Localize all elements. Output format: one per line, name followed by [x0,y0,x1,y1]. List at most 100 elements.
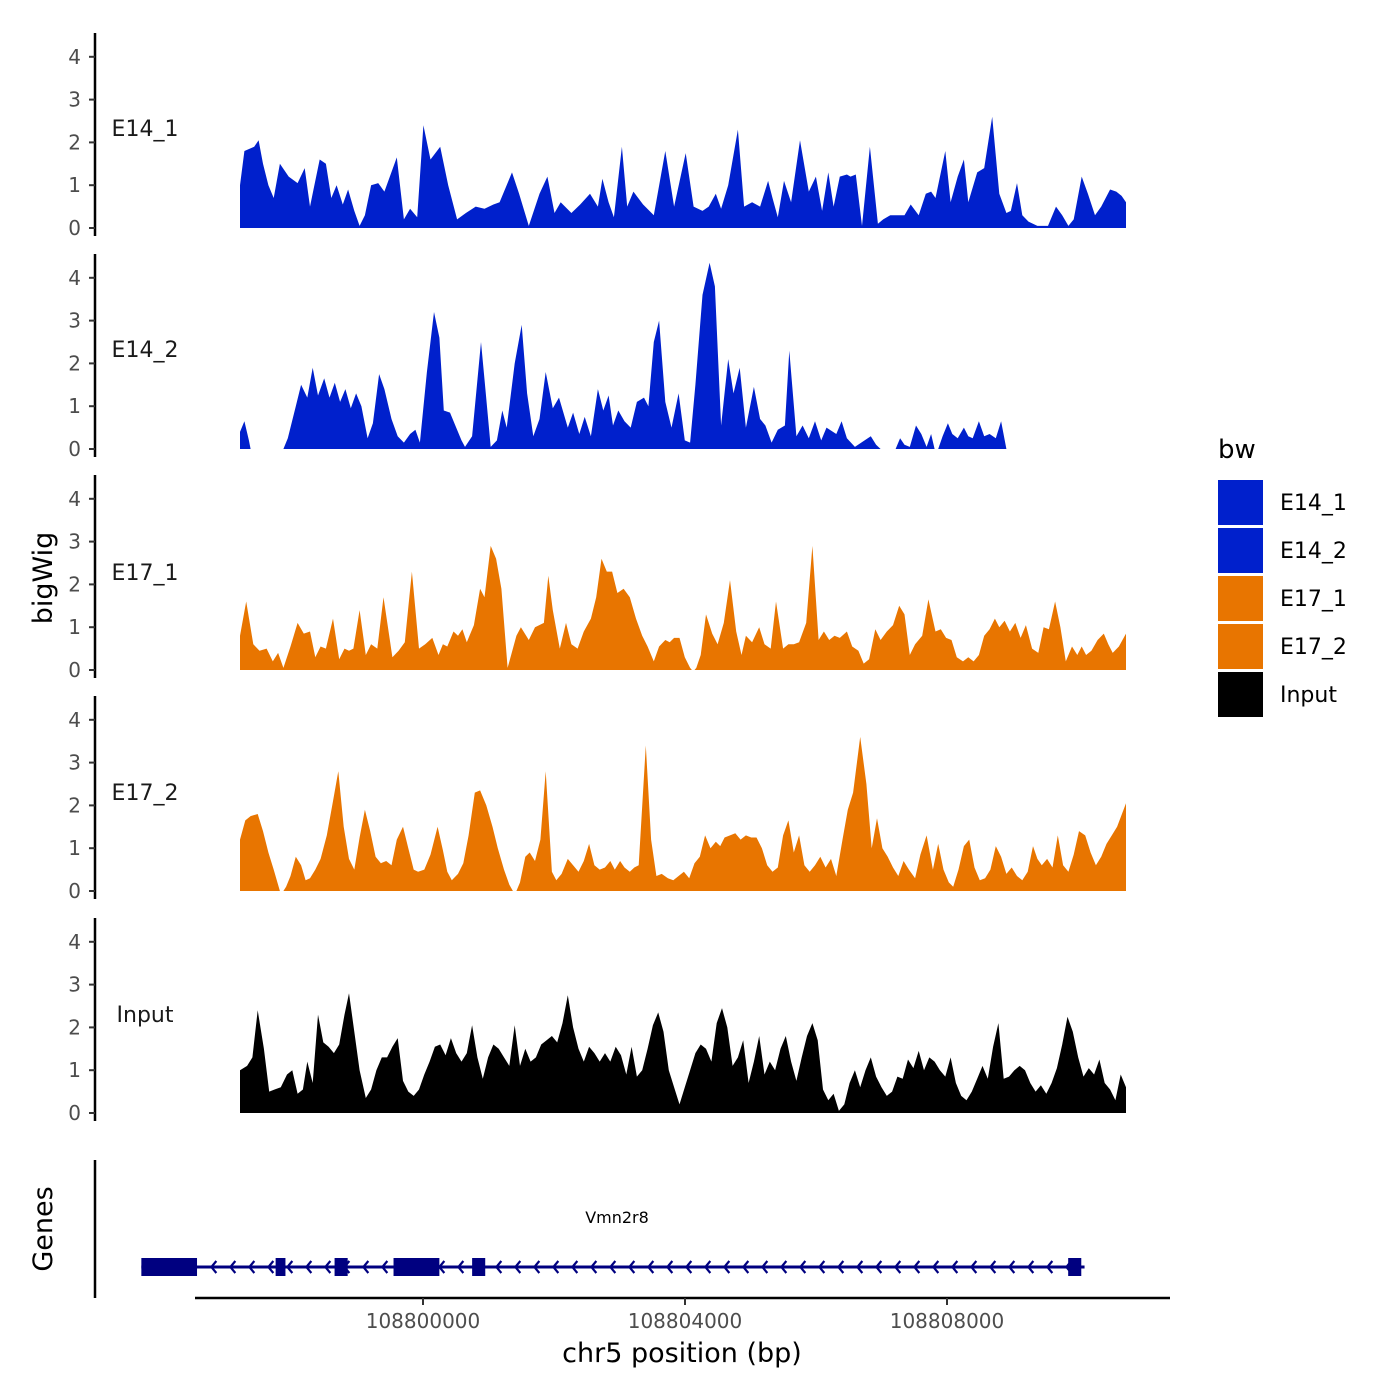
y-tick-label: 2 [68,793,81,817]
strand-arrow [988,1260,997,1274]
strand-arrow [1045,1260,1054,1274]
gene-exon [141,1258,198,1276]
y-axis-title: bigWig [28,532,59,625]
strand-arrow [722,1260,731,1274]
legend-item-e17_2: E17_2 [1218,624,1347,669]
y-tick-label: 2 [68,130,81,154]
legend-label: E14_1 [1280,491,1347,516]
strand-arrow [551,1260,560,1274]
strand-arrow [760,1260,769,1274]
strand-arrow [703,1260,712,1274]
strand-arrow [532,1260,541,1274]
strand-arrow [266,1260,275,1274]
gene-exon [393,1258,440,1276]
y-tick-label: 1 [68,615,81,639]
strand-arrow [456,1260,465,1274]
legend-label: E14_2 [1280,539,1347,564]
track-label: E14_1 [112,117,179,142]
y-tick-label: 3 [68,530,81,554]
strand-arrow [361,1260,370,1274]
strand-arrow [931,1260,940,1274]
legend-item-e14_1: E14_1 [1218,480,1347,525]
y-tick-label: 1 [68,394,81,418]
signal-area-e14_2 [240,262,1009,449]
y-tick-label: 2 [68,1015,81,1039]
track-label: E17_1 [112,561,179,586]
legend-label: E17_2 [1280,635,1347,660]
x-axis: 108800000 108804000 108808000 [195,1296,1170,1333]
track-e17_1: 0 1 2 3 4 E17_1 [68,475,1126,682]
x-tick-label: 108808000 [890,1309,1005,1333]
y-tick-label: 3 [68,309,81,333]
y-tick-label: 4 [68,45,81,69]
strand-arrow [304,1260,313,1274]
y-tick-label: 4 [68,487,81,511]
strand-arrow [513,1260,522,1274]
signal-area-e17_2 [240,736,1126,891]
track-label: E17_2 [112,781,179,806]
legend-swatch [1218,528,1263,573]
legend-title: bw [1218,435,1256,465]
track-input: 0 1 2 3 4 Input [68,918,1126,1125]
strand-arrow [665,1260,674,1274]
x-tick-label: 108804000 [628,1309,743,1333]
strand-arrow [817,1260,826,1274]
strand-arrow [741,1260,750,1274]
y-tick-label: 3 [68,973,81,997]
strand-arrow [646,1260,655,1274]
strand-arrow [247,1260,256,1274]
legend-label: Input [1280,683,1337,708]
gene-exon [1068,1258,1082,1276]
strand-arrow [608,1260,617,1274]
gene-panel: Vmn2r8 [93,1160,1085,1298]
y-tick-label: 0 [68,658,81,682]
gene-exon [275,1258,286,1276]
y-tick-label: 0 [68,1101,81,1125]
strand-arrow [798,1260,807,1274]
legend-item-e17_1: E17_1 [1218,576,1347,621]
x-axis-title: chr5 position (bp) [562,1338,802,1369]
strand-arrow [494,1260,503,1274]
y-tick-label: 1 [68,1058,81,1082]
track-label: Input [117,1003,174,1028]
strand-arrow [874,1260,883,1274]
strand-arrow [912,1260,921,1274]
y-tick-label: 1 [68,173,81,197]
gene-exon [334,1258,348,1276]
track-e14_1: 0 1 2 3 4 E14_1 [68,33,1126,240]
y-tick-label: 4 [68,266,81,290]
strand-arrow [1026,1260,1035,1274]
legend-swatch [1218,480,1263,525]
strand-arrow [836,1260,845,1274]
track-e17_2: 0 1 2 3 4 E17_2 [68,696,1126,903]
strand-arrow [570,1260,579,1274]
strand-arrow [589,1260,598,1274]
gene-name-label: Vmn2r8 [585,1208,649,1227]
strand-arrow [684,1260,693,1274]
strand-arrow [779,1260,788,1274]
legend-swatch [1218,576,1263,621]
y-tick-label: 4 [68,930,81,954]
signal-area-e17_1 [240,545,1126,670]
strand-arrow [969,1260,978,1274]
gene-vmn2r8: Vmn2r8 [141,1208,1085,1276]
legend-swatch [1218,672,1263,717]
signal-area-input [240,993,1126,1113]
strand-arrow [1007,1260,1016,1274]
legend-item-input: Input [1218,672,1337,717]
strand-arrow [380,1260,389,1274]
legend: E14_1 E14_2 E17_1 E17_2 Input [1218,480,1347,717]
x-tick-label: 108800000 [366,1309,481,1333]
strand-arrow [950,1260,959,1274]
strand-arrow [323,1260,332,1274]
legend-swatch [1218,624,1263,669]
y-tick-label: 4 [68,708,81,732]
legend-item-e14_2: E14_2 [1218,528,1347,573]
y-tick-label: 1 [68,836,81,860]
track-label: E14_2 [112,338,179,363]
genes-panel-title: Genes [28,1186,59,1271]
track-e14_2: 0 1 2 3 4 E14_2 [68,254,1009,461]
strand-arrow [627,1260,636,1274]
y-tick-label: 0 [68,879,81,903]
